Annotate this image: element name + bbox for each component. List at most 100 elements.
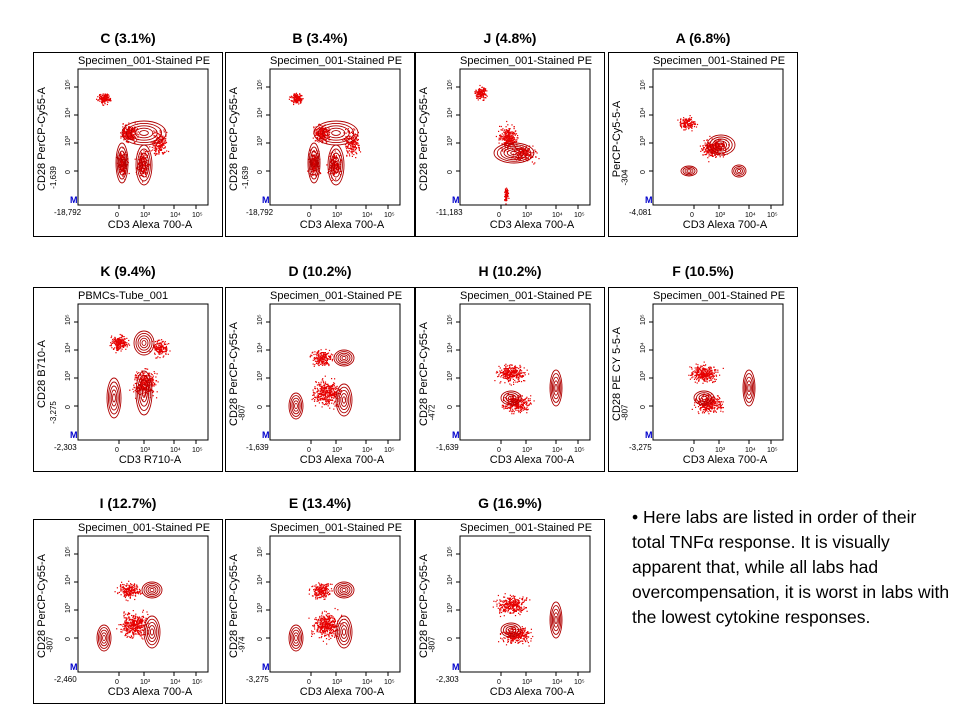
event-dot — [702, 148, 704, 150]
event-dot — [292, 100, 294, 103]
event-dot — [290, 95, 292, 97]
event-dot — [505, 197, 508, 199]
event-dot — [505, 197, 507, 199]
event-dot — [712, 147, 714, 149]
event-dot — [336, 394, 338, 396]
event-dot — [335, 155, 337, 157]
event-dot — [123, 344, 125, 346]
event-dot — [510, 375, 512, 377]
event-dot — [506, 135, 508, 137]
event-dot — [514, 372, 516, 374]
event-dot — [691, 127, 693, 129]
event-dot — [122, 345, 124, 347]
event-dot — [355, 141, 357, 143]
event-dot — [324, 404, 326, 406]
event-dot — [141, 162, 143, 164]
event-dot — [137, 163, 139, 165]
event-dot — [485, 97, 487, 99]
event-dot — [484, 93, 486, 95]
event-dot — [140, 171, 142, 173]
event-dot — [118, 344, 120, 346]
event-dot — [323, 362, 326, 365]
event-dot — [142, 380, 144, 382]
event-dot — [353, 135, 355, 137]
event-dot — [123, 340, 125, 342]
event-dot — [145, 376, 147, 378]
event-dot — [156, 373, 158, 375]
event-dot — [159, 148, 161, 150]
event-dot — [138, 134, 140, 136]
event-dot — [293, 100, 295, 102]
contour-line — [110, 389, 118, 407]
event-dot — [124, 172, 126, 174]
x-tick-label: 0 — [497, 212, 501, 219]
event-dot — [140, 152, 143, 154]
event-dot — [352, 138, 354, 140]
event-dot — [508, 132, 510, 134]
y-min-value: -807 — [237, 404, 247, 421]
event-dot — [165, 351, 167, 353]
event-dot — [122, 135, 124, 137]
event-dot — [355, 149, 357, 151]
event-dot — [526, 369, 528, 371]
event-dot — [512, 140, 514, 142]
event-dot — [317, 363, 319, 365]
event-dot — [155, 153, 157, 155]
event-dot — [322, 390, 324, 392]
event-dot — [153, 141, 156, 143]
event-dot — [159, 352, 161, 354]
event-dot — [505, 142, 507, 144]
event-dot — [332, 392, 334, 394]
event-dot — [332, 393, 334, 395]
event-dot — [313, 151, 315, 153]
event-dot — [518, 374, 520, 376]
event-dot — [316, 140, 318, 142]
event-dot — [316, 163, 318, 165]
event-dot — [354, 144, 356, 146]
event-dot — [329, 398, 331, 401]
event-dot — [290, 96, 292, 98]
event-dot — [680, 118, 682, 120]
contour-line — [140, 156, 148, 174]
event-dot — [313, 156, 315, 158]
event-dot — [483, 90, 485, 92]
event-dot — [504, 364, 506, 367]
event-dot — [508, 133, 510, 135]
event-dot — [162, 350, 164, 353]
event-dot — [110, 344, 112, 346]
event-dot — [114, 341, 116, 343]
event-dot — [519, 152, 521, 154]
event-dot — [688, 128, 690, 130]
event-dot — [522, 149, 524, 151]
event-dot — [312, 137, 314, 139]
event-dot — [121, 168, 123, 170]
event-dot — [158, 349, 160, 351]
event-dot — [157, 137, 159, 139]
event-dot — [506, 130, 508, 132]
event-dot — [166, 349, 168, 351]
event-dot — [334, 150, 336, 152]
event-dot — [116, 345, 118, 347]
event-dot — [144, 382, 146, 384]
event-dot — [164, 349, 166, 351]
event-dot — [312, 174, 314, 176]
event-dot — [331, 399, 333, 401]
event-dot — [320, 134, 322, 136]
event-dot — [325, 357, 327, 359]
event-dot — [104, 93, 106, 95]
event-dot — [693, 121, 695, 123]
event-dot — [101, 101, 104, 103]
event-dot — [329, 164, 331, 166]
event-dot — [324, 390, 326, 392]
event-dot — [506, 138, 508, 140]
event-dot — [316, 158, 318, 160]
event-dot — [140, 375, 142, 377]
event-dot — [521, 372, 523, 374]
event-dot — [119, 339, 121, 341]
event-dot — [512, 132, 514, 135]
contour-line — [109, 385, 119, 411]
event-dot — [166, 150, 168, 152]
contour-line — [341, 355, 347, 361]
event-dot — [154, 349, 156, 351]
